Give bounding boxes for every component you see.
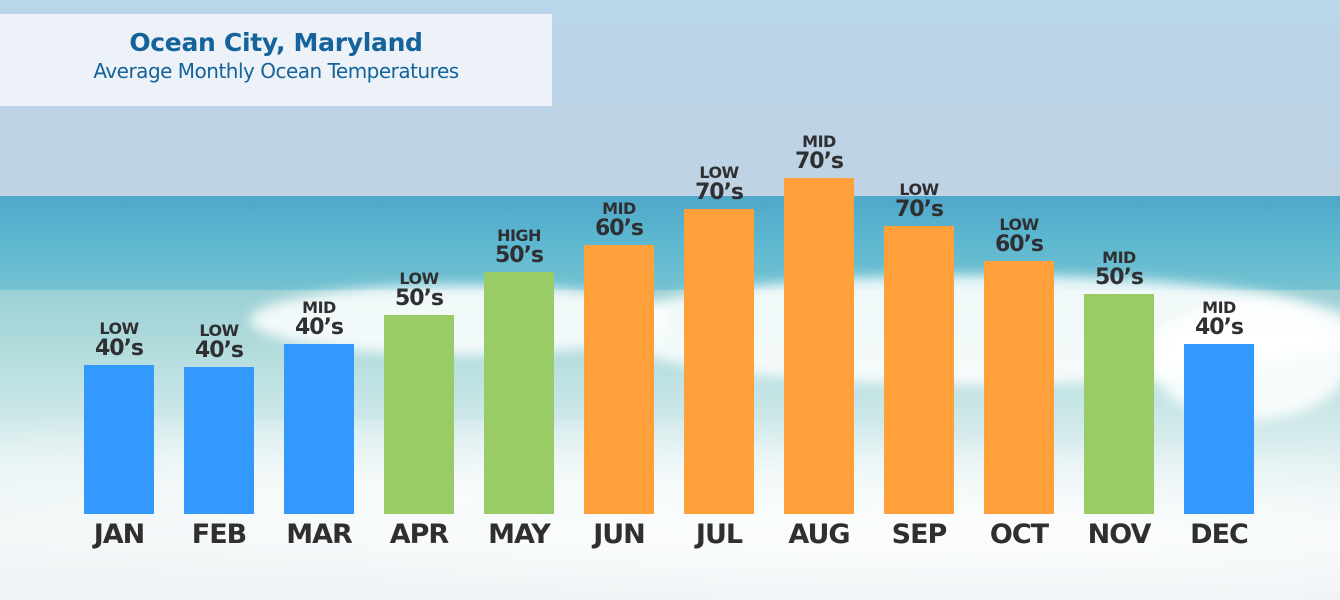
bar-value-label: MID 70’s xyxy=(749,134,889,173)
range-text: 70’s xyxy=(894,197,944,222)
month-label: SEP xyxy=(891,519,948,550)
bar-value-label: LOW 50’s xyxy=(349,271,489,310)
bar-aug xyxy=(784,178,854,514)
month-label: NOV xyxy=(1087,519,1152,550)
bar-dec xyxy=(1184,344,1254,514)
qualifier-text: MID xyxy=(1102,248,1136,267)
range-text: 50’s xyxy=(494,243,544,268)
bar-sep xyxy=(884,226,954,514)
title-panel: Ocean City, Maryland Average Monthly Oce… xyxy=(0,14,552,106)
bar-value-label: LOW 60’s xyxy=(949,217,1089,256)
month-label: JAN xyxy=(93,519,146,550)
month-label: JUN xyxy=(593,519,646,550)
month-label: JUL xyxy=(695,519,743,550)
bar-value-label: LOW 40’s xyxy=(149,323,289,362)
chart-subtitle: Average Monthly Ocean Temperatures xyxy=(93,59,459,83)
bar-value-label: MID 40’s xyxy=(1149,300,1289,339)
bar-value-label: MID 50’s xyxy=(1049,250,1189,289)
range-text: 50’s xyxy=(394,286,444,311)
qualifier-text: LOW xyxy=(199,321,239,340)
bar-value-label: MID 60’s xyxy=(549,201,689,240)
month-label: MAY xyxy=(488,519,551,550)
bar-value-label: LOW 40’s xyxy=(49,321,189,360)
bar-apr xyxy=(384,315,454,514)
range-text: 50’s xyxy=(1094,265,1144,290)
month-label: AUG xyxy=(788,519,850,550)
month-label: DEC xyxy=(1190,519,1249,550)
qualifier-text: MID xyxy=(802,132,836,151)
bar-value-label: LOW 70’s xyxy=(849,182,989,221)
range-text: 40’s xyxy=(1194,315,1244,340)
qualifier-text: LOW xyxy=(99,319,139,338)
bar-feb xyxy=(184,367,254,514)
bar-value-label: MID 40’s xyxy=(249,300,389,339)
qualifier-text: HIGH xyxy=(497,226,541,245)
bar-value-label: HIGH 50’s xyxy=(449,228,589,267)
bar-may xyxy=(484,272,554,514)
bar-oct xyxy=(984,261,1054,514)
range-text: 40’s xyxy=(294,315,344,340)
bar-mar xyxy=(284,344,354,514)
month-label: APR xyxy=(389,519,449,550)
range-text: 40’s xyxy=(194,338,244,363)
month-label: MAR xyxy=(286,519,353,550)
qualifier-text: LOW xyxy=(399,269,439,288)
bar-jan xyxy=(84,365,154,514)
range-text: 70’s xyxy=(794,149,844,174)
bar-value-label: LOW 70’s xyxy=(649,165,789,204)
qualifier-text: MID xyxy=(302,298,336,317)
qualifier-text: MID xyxy=(602,199,636,218)
range-text: 60’s xyxy=(994,232,1044,257)
range-text: 70’s xyxy=(694,180,744,205)
qualifier-text: LOW xyxy=(999,215,1039,234)
range-text: 40’s xyxy=(94,336,144,361)
month-label: FEB xyxy=(191,519,247,550)
range-text: 60’s xyxy=(594,216,644,241)
qualifier-text: MID xyxy=(1202,298,1236,317)
qualifier-text: LOW xyxy=(699,163,739,182)
chart-title: Ocean City, Maryland xyxy=(129,28,423,57)
bar-jun xyxy=(584,245,654,514)
month-label: OCT xyxy=(989,519,1049,550)
bar-jul xyxy=(684,209,754,514)
bar-nov xyxy=(1084,294,1154,514)
qualifier-text: LOW xyxy=(899,180,939,199)
